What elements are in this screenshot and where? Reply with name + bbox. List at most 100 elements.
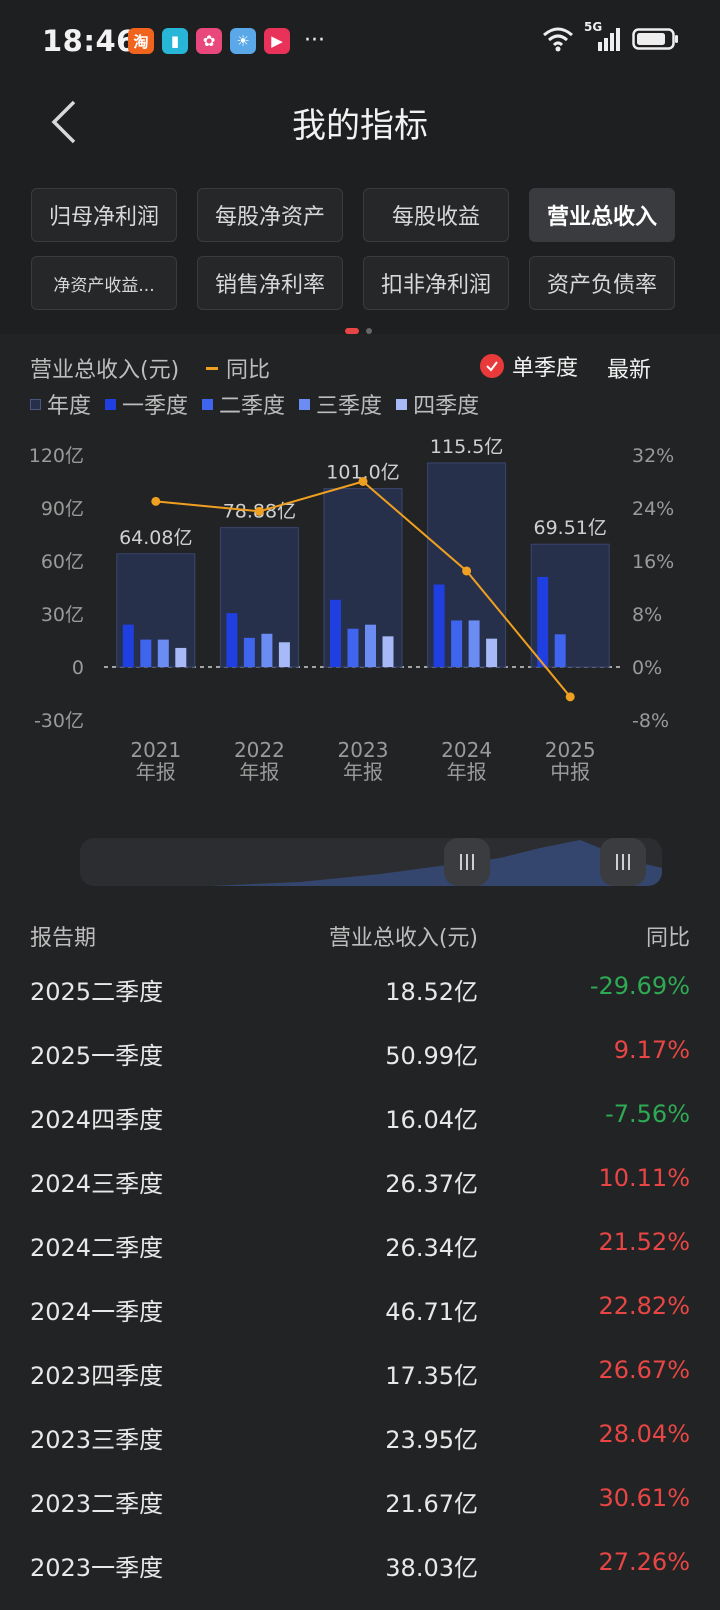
tab-net-profit[interactable]: 归母净利润 [31,188,177,242]
row-period: 2024四季度 [30,1106,164,1134]
check-icon [480,354,504,378]
right-axis-tick-label: 16% [632,551,674,573]
chart-title: 营业总收入(元) [30,358,180,383]
table-row[interactable]: 2023一季度 38.03亿 27.26% [0,1540,720,1604]
quarter-bar [140,639,152,667]
row-yoy: -29.69% [589,972,690,1000]
right-axis-tick-label: 0% [632,657,662,679]
tab-bvps[interactable]: 每股净资产 [197,188,343,242]
table-row[interactable]: 2025一季度 50.99亿 9.17% [0,1028,720,1092]
row-revenue: 50.99亿 [385,1042,478,1070]
range-slider-right-handle[interactable] [600,838,646,886]
revenue-chart: 120亿 90亿 60亿 30亿 0 -30亿 32% 24% 16% 8% 0% -8% 64.08亿… [29,436,675,784]
more-notifications-icon: ··· [304,28,325,53]
status-time: 18:46 [42,24,137,58]
table-row[interactable]: 2023三季度 23.95亿 28.04% [0,1412,720,1476]
video-app-icon: ▶ [264,28,290,54]
cellular-signal: 5G [584,20,622,52]
tab-roe[interactable]: 净资产收益... [31,256,177,310]
table-header: 报告期 营业总收入(元) 同比 [0,920,720,960]
header-yoy: 同比 [645,926,690,951]
network-type: 5G [584,20,603,34]
table-row[interactable]: 2024四季度 16.04亿 -7.56% [0,1092,720,1156]
legend-item: 三季度 [299,388,382,420]
header-period: 报告期 [30,926,97,951]
row-yoy: 10.11% [598,1164,690,1192]
row-yoy: 22.82% [598,1292,690,1320]
legend-label: 二季度 [219,394,286,419]
table-row[interactable]: 2024二季度 26.34亿 21.52% [0,1220,720,1284]
quarter-bar [365,624,376,667]
latest-button[interactable]: 最新 [607,358,652,383]
single-quarter-label: 单季度 [512,356,579,381]
table-row[interactable]: 2025二季度 18.52亿 -29.69% [0,964,720,1028]
annual-value-label: 64.08亿 [119,527,192,549]
shop-app-icon: ✿ [196,28,222,54]
quarter-bar [243,637,255,667]
tab-total-revenue[interactable]: 营业总收入 [529,188,675,242]
wifi-icon [543,27,573,52]
row-yoy: -7.56% [605,1100,690,1128]
tab-debt-ratio[interactable]: 资产负债率 [529,256,675,310]
category-year-label: 2021 [130,738,181,762]
yoy-swatch [206,366,218,370]
row-yoy: 30.61% [598,1484,690,1512]
left-axis-tick-label: -30亿 [34,710,84,732]
row-period: 2023一季度 [30,1554,164,1582]
row-revenue: 46.71亿 [385,1298,478,1326]
table-row[interactable]: 2023四季度 17.35亿 26.67% [0,1348,720,1412]
row-period: 2024二季度 [30,1234,164,1262]
metric-tabs: 归母净利润 每股净资产 每股收益 营业总收入 净资产收益... 销售净利率 扣非… [0,164,720,334]
category-year-label: 2023 [338,738,389,762]
right-axis-tick-label: -8% [632,710,669,732]
row-revenue: 18.52亿 [385,978,478,1006]
quarter-bar [122,624,134,667]
category-kind-label: 年报 [343,760,383,784]
table-row[interactable]: 2023二季度 21.67亿 30.61% [0,1476,720,1540]
legend-label: 四季度 [413,394,480,419]
row-period: 2025一季度 [30,1042,164,1070]
row-revenue: 17.35亿 [385,1362,478,1390]
quarter-bar [278,642,290,667]
legend-item: 年度 [30,388,91,420]
legend-swatch [299,398,311,410]
row-period: 2024三季度 [30,1170,164,1198]
quarter-bar [537,576,549,667]
single-quarter-toggle[interactable]: 单季度 [480,350,578,382]
row-revenue: 23.95亿 [385,1426,478,1454]
tab-net-margin[interactable]: 销售净利率 [197,256,343,310]
legend-item: 二季度 [202,388,285,420]
category-year-label: 2025 [545,738,596,762]
quarter-bar [451,620,463,667]
tab-eps[interactable]: 每股收益 [363,188,509,242]
category-kind-label: 年报 [136,760,176,784]
back-button[interactable] [46,100,86,144]
legend-swatch [30,398,41,410]
tab-adjusted-net-profit[interactable]: 扣非净利润 [363,256,509,310]
left-axis-tick-label: 30亿 [41,604,84,626]
row-yoy: 26.67% [598,1356,690,1384]
right-axis-tick-label: 24% [632,498,674,520]
category-kind-label: 年报 [447,760,487,784]
quarter-bar [433,584,445,667]
table-row[interactable]: 2024一季度 46.71亿 22.82% [0,1284,720,1348]
row-yoy: 9.17% [613,1036,690,1064]
yoy-legend: 同比 [206,352,270,384]
range-slider-track[interactable] [80,838,662,886]
row-revenue: 26.34亿 [385,1234,478,1262]
pager-dot [366,328,372,334]
left-axis-tick-label: 0 [72,657,84,679]
row-period: 2023四季度 [30,1362,164,1390]
header-revenue: 营业总收入(元) [328,926,478,951]
table-row[interactable]: 2024三季度 26.37亿 10.11% [0,1156,720,1220]
notification-icons: 淘 ▮ ✿ ☀ ▶ ··· [128,28,325,54]
quarter-bar [554,634,566,667]
legend-label: 三季度 [316,394,383,419]
quarter-bar [347,628,359,667]
left-axis-tick-label: 90亿 [41,498,84,520]
quarter-bar [468,620,480,667]
yoy-legend-label: 同比 [226,358,271,383]
signal-icon [598,28,620,51]
quarter-bar [330,599,341,667]
range-slider-left-handle[interactable] [444,838,490,886]
